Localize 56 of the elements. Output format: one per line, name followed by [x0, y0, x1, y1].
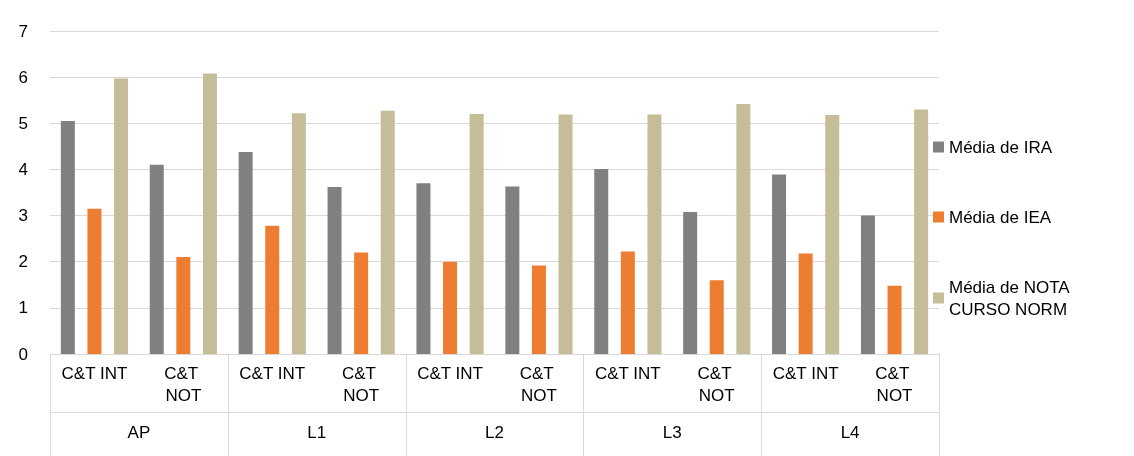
bar: [736, 103, 751, 354]
bar: [380, 110, 395, 354]
bar: [647, 114, 662, 354]
bar: [114, 78, 129, 354]
y-tick-label: 3: [18, 206, 28, 226]
bar: [772, 174, 787, 354]
bar: [354, 252, 369, 354]
bar: [531, 265, 546, 354]
x-tick-label: C&T INT: [417, 363, 483, 383]
x-tick-label: C&T INT: [61, 363, 128, 383]
bar: [149, 164, 164, 354]
text: L4: [840, 423, 860, 442]
text: AP: [127, 423, 151, 442]
y-tick-label: 1: [18, 298, 28, 318]
y-tick-label: 4: [18, 159, 28, 179]
bar: [620, 251, 635, 354]
bar: [238, 151, 253, 354]
y-tick-label: 6: [18, 67, 28, 87]
y-tick-label: 5: [18, 113, 28, 133]
y-tick-label: 7: [18, 21, 28, 41]
bar: [887, 285, 902, 354]
bar: [416, 183, 431, 354]
x-tick-label: C&T INT: [772, 363, 839, 383]
text: L1: [307, 423, 327, 442]
bar: [683, 211, 698, 354]
bar: [202, 73, 217, 354]
x-tick-label: C&T NOT: [519, 363, 559, 405]
bar: [87, 208, 102, 354]
bar: [860, 215, 875, 354]
text: L2: [485, 423, 504, 442]
bar: [914, 109, 929, 354]
bar: [594, 168, 609, 354]
legend-label: Média de IRA: [949, 137, 1053, 157]
bar: [469, 114, 484, 354]
x-tick-label: C&T NOT: [164, 363, 203, 405]
x-tick-label: C&T INT: [239, 363, 306, 383]
x-tick-label: C&T INT: [594, 363, 661, 383]
bar: [265, 225, 280, 354]
legend-label: Média de IEA: [949, 207, 1052, 227]
y-tick-label: 2: [18, 252, 28, 272]
bar: [291, 113, 306, 354]
x-tick-label: C&T NOT: [341, 363, 381, 405]
bar: [443, 261, 458, 354]
bar: [60, 120, 75, 354]
bar: [825, 114, 840, 354]
bar: [798, 253, 813, 354]
text: L3: [662, 423, 682, 442]
bar: [558, 114, 573, 354]
bar: [505, 186, 520, 354]
bar: [709, 280, 724, 354]
bar: [176, 257, 191, 354]
x-tick-label: C&T NOT: [875, 363, 914, 405]
legend-label: Média de NOTA CURSO NORM: [949, 277, 1074, 319]
x-tick-label: C&T NOT: [697, 363, 736, 405]
y-tick-label: 0: [18, 344, 28, 364]
bar: [327, 186, 342, 354]
